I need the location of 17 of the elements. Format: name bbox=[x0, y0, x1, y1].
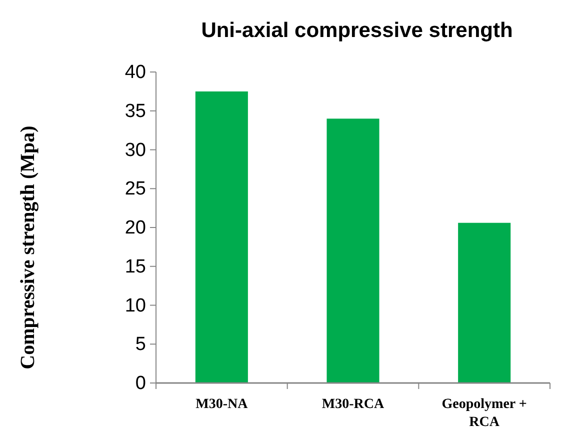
x-tick-label: M30-NA bbox=[196, 397, 249, 412]
bar bbox=[326, 118, 380, 383]
y-axis-title: Compressive strength (Mpa) bbox=[17, 126, 39, 370]
x-tick-label: M30-RCA bbox=[322, 397, 385, 412]
bar bbox=[458, 222, 511, 383]
chart-title: Uni-axial compressive strength bbox=[201, 19, 513, 42]
y-tick-label: 20 bbox=[124, 218, 146, 239]
y-tick-label: 0 bbox=[135, 373, 146, 394]
y-tick-label: 25 bbox=[124, 178, 146, 200]
bar bbox=[195, 91, 248, 383]
y-tick-label: 5 bbox=[135, 334, 146, 356]
y-tick-label: 35 bbox=[124, 100, 146, 122]
x-tick-label: Geopolymer + RCA bbox=[442, 397, 527, 430]
y-tick-label: 15 bbox=[124, 256, 146, 278]
y-tick-label: 10 bbox=[124, 295, 146, 316]
y-tick-label: 40 bbox=[124, 62, 146, 84]
y-tick-label: 30 bbox=[124, 140, 146, 161]
